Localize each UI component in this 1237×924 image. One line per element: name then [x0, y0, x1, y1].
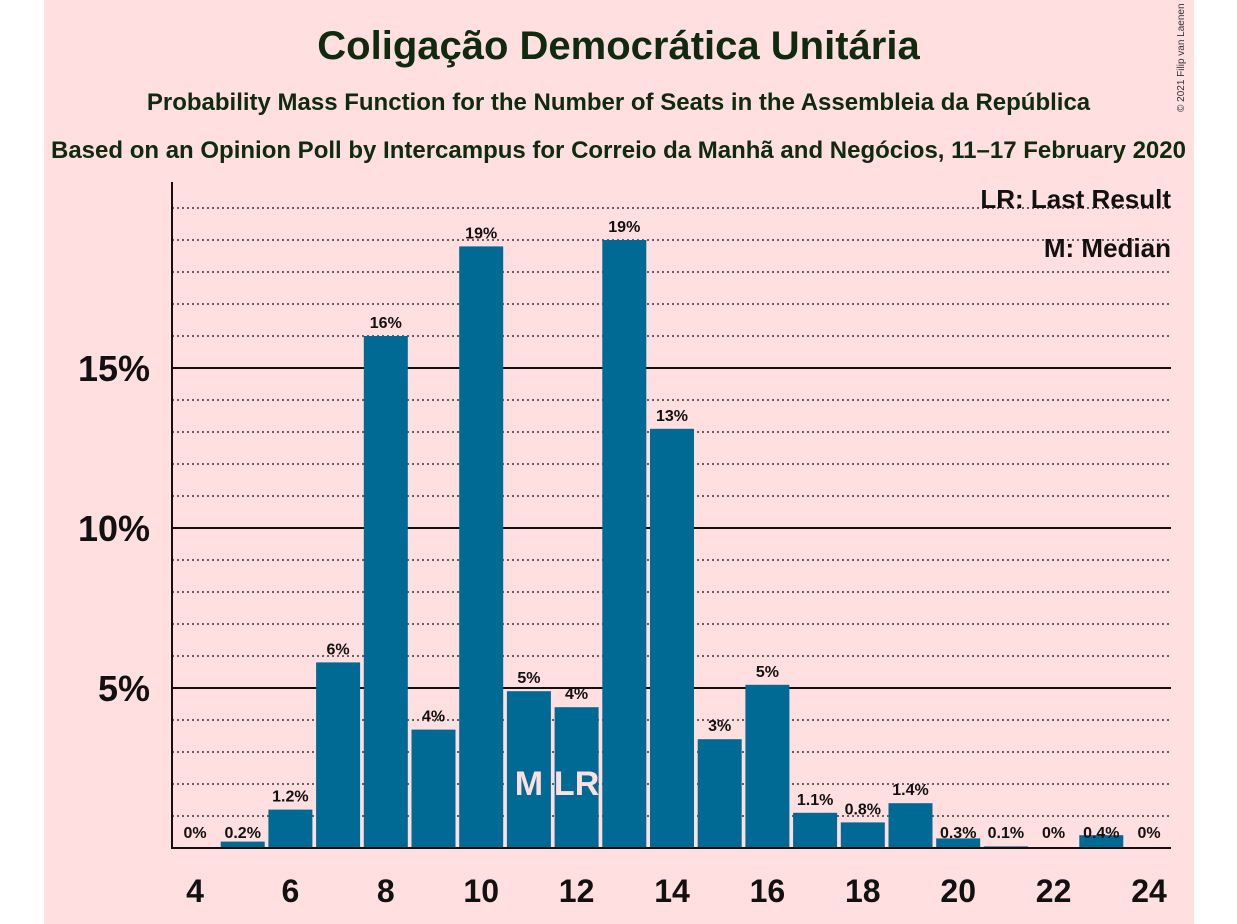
bar-value-label: 4% [565, 686, 588, 703]
bar-value-label: 0.2% [224, 825, 260, 842]
bar-value-label: 0.4% [1083, 825, 1119, 842]
bar-value-label: 0% [1042, 825, 1065, 842]
bar-marker-lr: LR [554, 765, 599, 803]
bar-value-label: 0.8% [845, 801, 881, 818]
poll-description: Based on an Opinion Poll by Intercampus … [51, 137, 1186, 164]
bar-value-label: 19% [608, 219, 640, 236]
x-tick-label: 18 [845, 873, 881, 909]
bar-value-label: 0.1% [988, 825, 1024, 842]
bar-value-label: 0% [183, 825, 206, 842]
y-tick-label: 15% [78, 348, 150, 389]
bar [268, 809, 313, 848]
x-tick-label: 12 [559, 873, 595, 909]
bar [316, 662, 361, 848]
bar [506, 691, 551, 848]
bar [411, 729, 456, 848]
bar [793, 812, 838, 848]
bar [745, 684, 790, 848]
x-tick-label: 4 [186, 873, 204, 909]
bar [1079, 835, 1124, 848]
bar-value-label: 5% [756, 664, 779, 681]
bar [220, 841, 265, 848]
x-tick-label: 14 [654, 873, 690, 909]
bar-value-label: 1.1% [797, 792, 833, 809]
x-tick-label: 22 [1036, 873, 1072, 909]
x-tick-label: 10 [463, 873, 499, 909]
bar-value-label: 0.3% [940, 825, 976, 842]
bar [888, 803, 933, 848]
x-tick-label: 20 [940, 873, 976, 909]
y-tick-label: 10% [78, 508, 150, 549]
bar [697, 739, 742, 848]
bar [459, 246, 504, 848]
bar [650, 428, 694, 848]
bar-value-label: 6% [327, 641, 350, 658]
bar-marker-m: M [515, 765, 543, 803]
bar-value-label: 4% [422, 709, 445, 726]
x-tick-label: 16 [750, 873, 786, 909]
x-tick-label: 8 [377, 873, 395, 909]
bar-value-label: 5% [517, 670, 540, 687]
chart-title: Coligação Democrática Unitária [317, 24, 920, 68]
bar [554, 707, 599, 848]
bar [840, 822, 885, 848]
legend-last-result: LR: Last Result [980, 184, 1171, 214]
chart-subtitle: Probability Mass Function for the Number… [146, 89, 1091, 116]
bar-value-label: 13% [656, 408, 688, 425]
bar-value-label: 3% [708, 718, 731, 735]
bar-value-label: 0% [1137, 825, 1160, 842]
bar-value-label: 1.4% [892, 782, 928, 799]
bar [363, 336, 408, 848]
x-tick-label: 6 [282, 873, 300, 909]
bar [602, 240, 647, 848]
bar [936, 838, 981, 848]
bar-value-label: 1.2% [272, 789, 308, 806]
x-tick-label: 24 [1131, 873, 1167, 909]
legend-median: M: Median [1043, 233, 1171, 263]
bar-value-label: 16% [370, 315, 402, 332]
bar-value-label: 19% [465, 225, 497, 242]
y-tick-label: 5% [98, 668, 150, 709]
